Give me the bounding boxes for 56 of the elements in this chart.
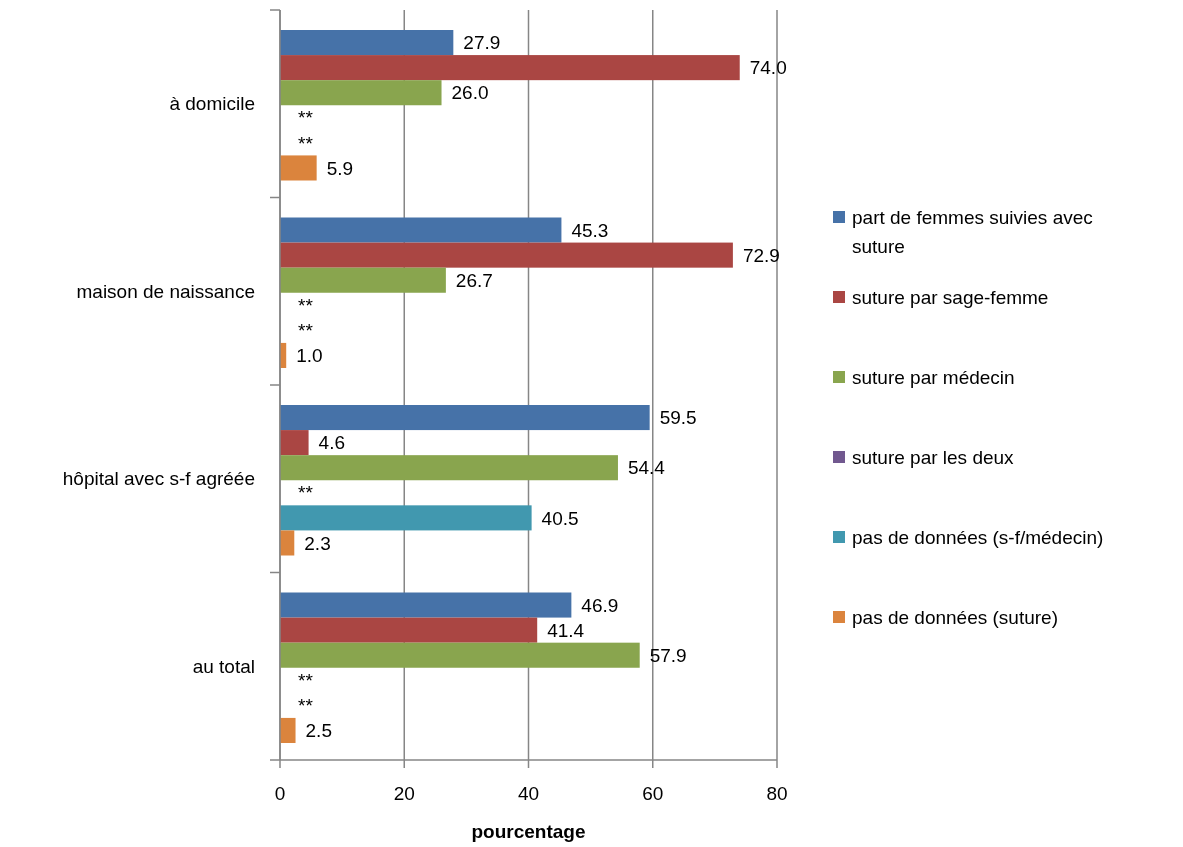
bar xyxy=(280,642,640,668)
bar xyxy=(280,505,532,531)
bar xyxy=(280,530,295,556)
legend-label: suture par les deux xyxy=(852,446,1015,468)
x-tick-label: 60 xyxy=(642,783,664,804)
bar xyxy=(280,455,618,481)
bar xyxy=(280,405,650,431)
y-tick-label: maison de naissance xyxy=(76,280,255,302)
data-label: 54.4 xyxy=(627,457,666,479)
legend-label: suture par médecin xyxy=(852,366,1015,388)
x-tick-label: 20 xyxy=(393,783,415,804)
text: ** xyxy=(298,107,313,129)
bar xyxy=(280,217,562,243)
data-label: 5.9 xyxy=(326,157,354,179)
text: ** xyxy=(298,294,313,316)
bar xyxy=(280,717,296,743)
data-label: 26.0 xyxy=(451,82,489,104)
y-tick-label: au total xyxy=(192,655,255,677)
text: ** xyxy=(298,320,313,342)
legend-label: suture par sage-femme xyxy=(852,286,1049,308)
x-axis-title: pourcentage xyxy=(471,821,586,842)
data-label: 74.0 xyxy=(749,57,787,79)
data-label: 46.9 xyxy=(581,594,619,616)
text: ** xyxy=(298,695,313,717)
data-label: 2.3 xyxy=(304,532,331,554)
bar xyxy=(280,30,454,56)
data-label: 4.6 xyxy=(318,432,345,454)
x-tick-label: 0 xyxy=(274,783,286,804)
bar xyxy=(280,155,317,181)
bar xyxy=(280,55,740,81)
data-label: 45.3 xyxy=(571,219,609,241)
x-tick-label: 80 xyxy=(766,783,788,804)
x-tick-label: 40 xyxy=(517,783,540,804)
data-label: 1.0 xyxy=(296,345,323,367)
bar xyxy=(280,617,538,643)
data-label: 26.7 xyxy=(455,269,493,291)
data-label: 57.9 xyxy=(649,644,687,666)
data-label: 41.4 xyxy=(547,619,585,641)
legend-label: part de femmes suivies avec suture xyxy=(852,206,1093,258)
data-label: 27.9 xyxy=(463,32,501,54)
data-label: 2.5 xyxy=(305,720,332,742)
legend-label: pas de données (suture) xyxy=(852,606,1058,628)
y-tick-label: à domicile xyxy=(169,93,255,115)
data-label: 72.9 xyxy=(742,244,780,266)
bar xyxy=(280,430,309,456)
bar xyxy=(280,267,446,293)
y-tick-label: hôpital avec s-f agréée xyxy=(62,468,255,490)
text: ** xyxy=(298,669,313,691)
legend-label: pas de données (s-f/médecin) xyxy=(852,526,1104,548)
data-label: 40.5 xyxy=(541,507,579,529)
text: ** xyxy=(298,482,313,504)
bar xyxy=(280,592,572,618)
bar xyxy=(280,80,442,106)
bar xyxy=(280,242,733,268)
text: ** xyxy=(298,132,313,154)
data-label: 59.5 xyxy=(659,407,697,429)
